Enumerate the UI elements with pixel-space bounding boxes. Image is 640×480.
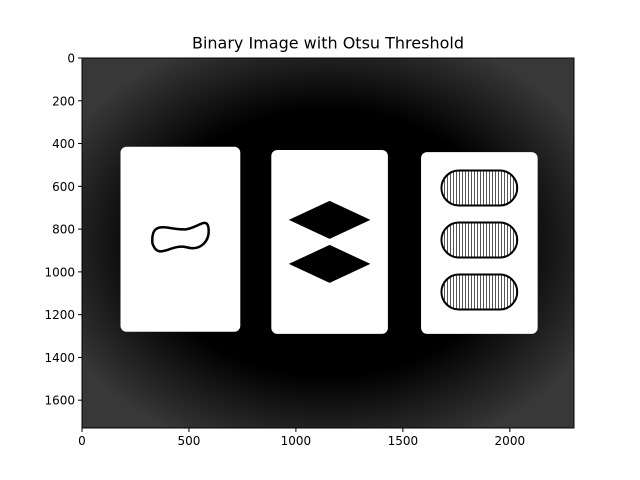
- y-tick-label: 400: [52, 137, 75, 151]
- diamond-shape: [288, 244, 371, 283]
- y-axis: 0 200 400 600 800 1000 1200 1400 1600: [44, 52, 82, 408]
- y-tick-label: 200: [52, 94, 75, 108]
- oval-shape: [440, 273, 519, 311]
- squiggle-shape: [151, 221, 210, 253]
- plot-area: [81, 57, 575, 429]
- card-3: [421, 152, 538, 334]
- card-body: [120, 146, 241, 332]
- y-tick-label: 800: [52, 223, 75, 237]
- y-tick-label: 600: [52, 180, 75, 194]
- chart-title: Binary Image with Otsu Threshold: [192, 34, 464, 53]
- x-tick-label: 2000: [495, 434, 526, 448]
- diamond-shape: [288, 200, 371, 239]
- x-axis: 0 500 1000 1500 2000: [78, 428, 525, 448]
- y-tick-label: 1200: [44, 308, 75, 322]
- y-tick-label: 1600: [44, 394, 75, 408]
- x-tick-label: 1500: [388, 434, 419, 448]
- card-1: [120, 146, 241, 332]
- x-tick-label: 0: [78, 434, 86, 448]
- card-body: [271, 149, 388, 334]
- y-tick-label: 0: [67, 52, 75, 66]
- card-2: [271, 149, 388, 334]
- plot-frame: [81, 57, 575, 429]
- x-tick-label: 1000: [281, 434, 312, 448]
- oval-shape: [440, 169, 519, 207]
- oval-shape: [440, 221, 519, 259]
- x-tick-label: 500: [178, 434, 201, 448]
- y-tick-label: 1000: [44, 265, 75, 279]
- y-tick-label: 1400: [44, 351, 75, 365]
